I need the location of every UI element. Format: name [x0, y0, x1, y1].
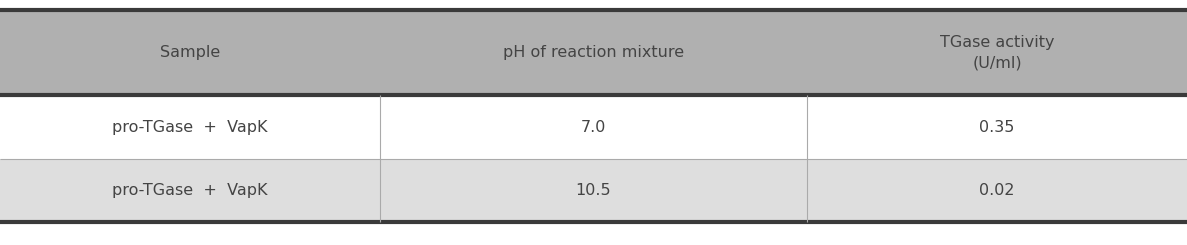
Text: pH of reaction mixture: pH of reaction mixture — [503, 45, 684, 60]
Text: 7.0: 7.0 — [580, 120, 607, 135]
Bar — [0, 10, 1187, 96]
Text: 10.5: 10.5 — [576, 183, 611, 198]
Bar — [0, 96, 1187, 159]
Text: pro-TGase  +  VapK: pro-TGase + VapK — [112, 120, 268, 135]
Bar — [0, 159, 1187, 222]
Text: Sample: Sample — [160, 45, 220, 60]
Text: pro-TGase  +  VapK: pro-TGase + VapK — [112, 183, 268, 198]
Text: 0.02: 0.02 — [979, 183, 1015, 198]
Text: 0.35: 0.35 — [979, 120, 1015, 135]
Text: TGase activity
(U/ml): TGase activity (U/ml) — [940, 35, 1054, 71]
